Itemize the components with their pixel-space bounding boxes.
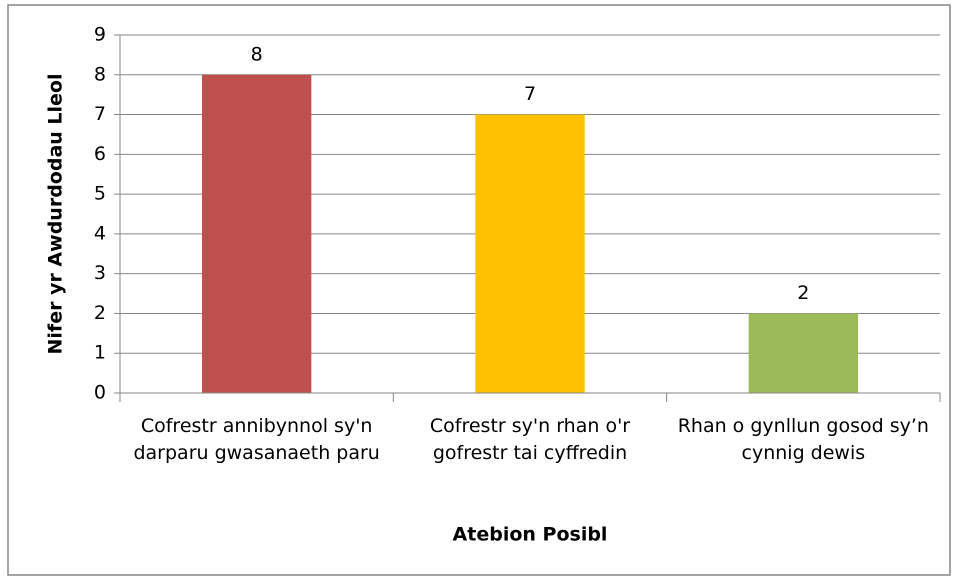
y-axis-title: Nifer yr Awdurdodau Lleol [45, 74, 67, 355]
x-tick-label: Cofrestr sy'n rhan o'r gofrestr tai cyff… [429, 415, 631, 464]
data-label: 8 [251, 43, 263, 65]
y-tick-label: 4 [94, 222, 106, 244]
x-tick-label: Cofrestr annibynnol sy'n darparu gwasana… [133, 415, 380, 464]
data-label: 7 [524, 83, 536, 105]
y-tick-label: 3 [94, 262, 106, 284]
bar [202, 74, 312, 394]
y-tick-label: 6 [94, 143, 106, 165]
x-axis-title: Atebion Posibl [453, 524, 608, 546]
data-label: 2 [797, 282, 809, 304]
y-tick-label: 9 [94, 24, 106, 46]
y-tick-label: 0 [94, 382, 106, 404]
bar [475, 114, 585, 394]
y-tick-label: 1 [94, 342, 106, 364]
x-tick-label: Rhan o gynllun gosod sy’n cynnig dewis [677, 415, 929, 464]
y-tick-label: 7 [94, 103, 106, 125]
y-tick-label: 5 [94, 183, 106, 205]
bar [748, 313, 858, 393]
y-tick-label: 8 [94, 63, 106, 85]
y-tick-label: 2 [94, 302, 106, 324]
